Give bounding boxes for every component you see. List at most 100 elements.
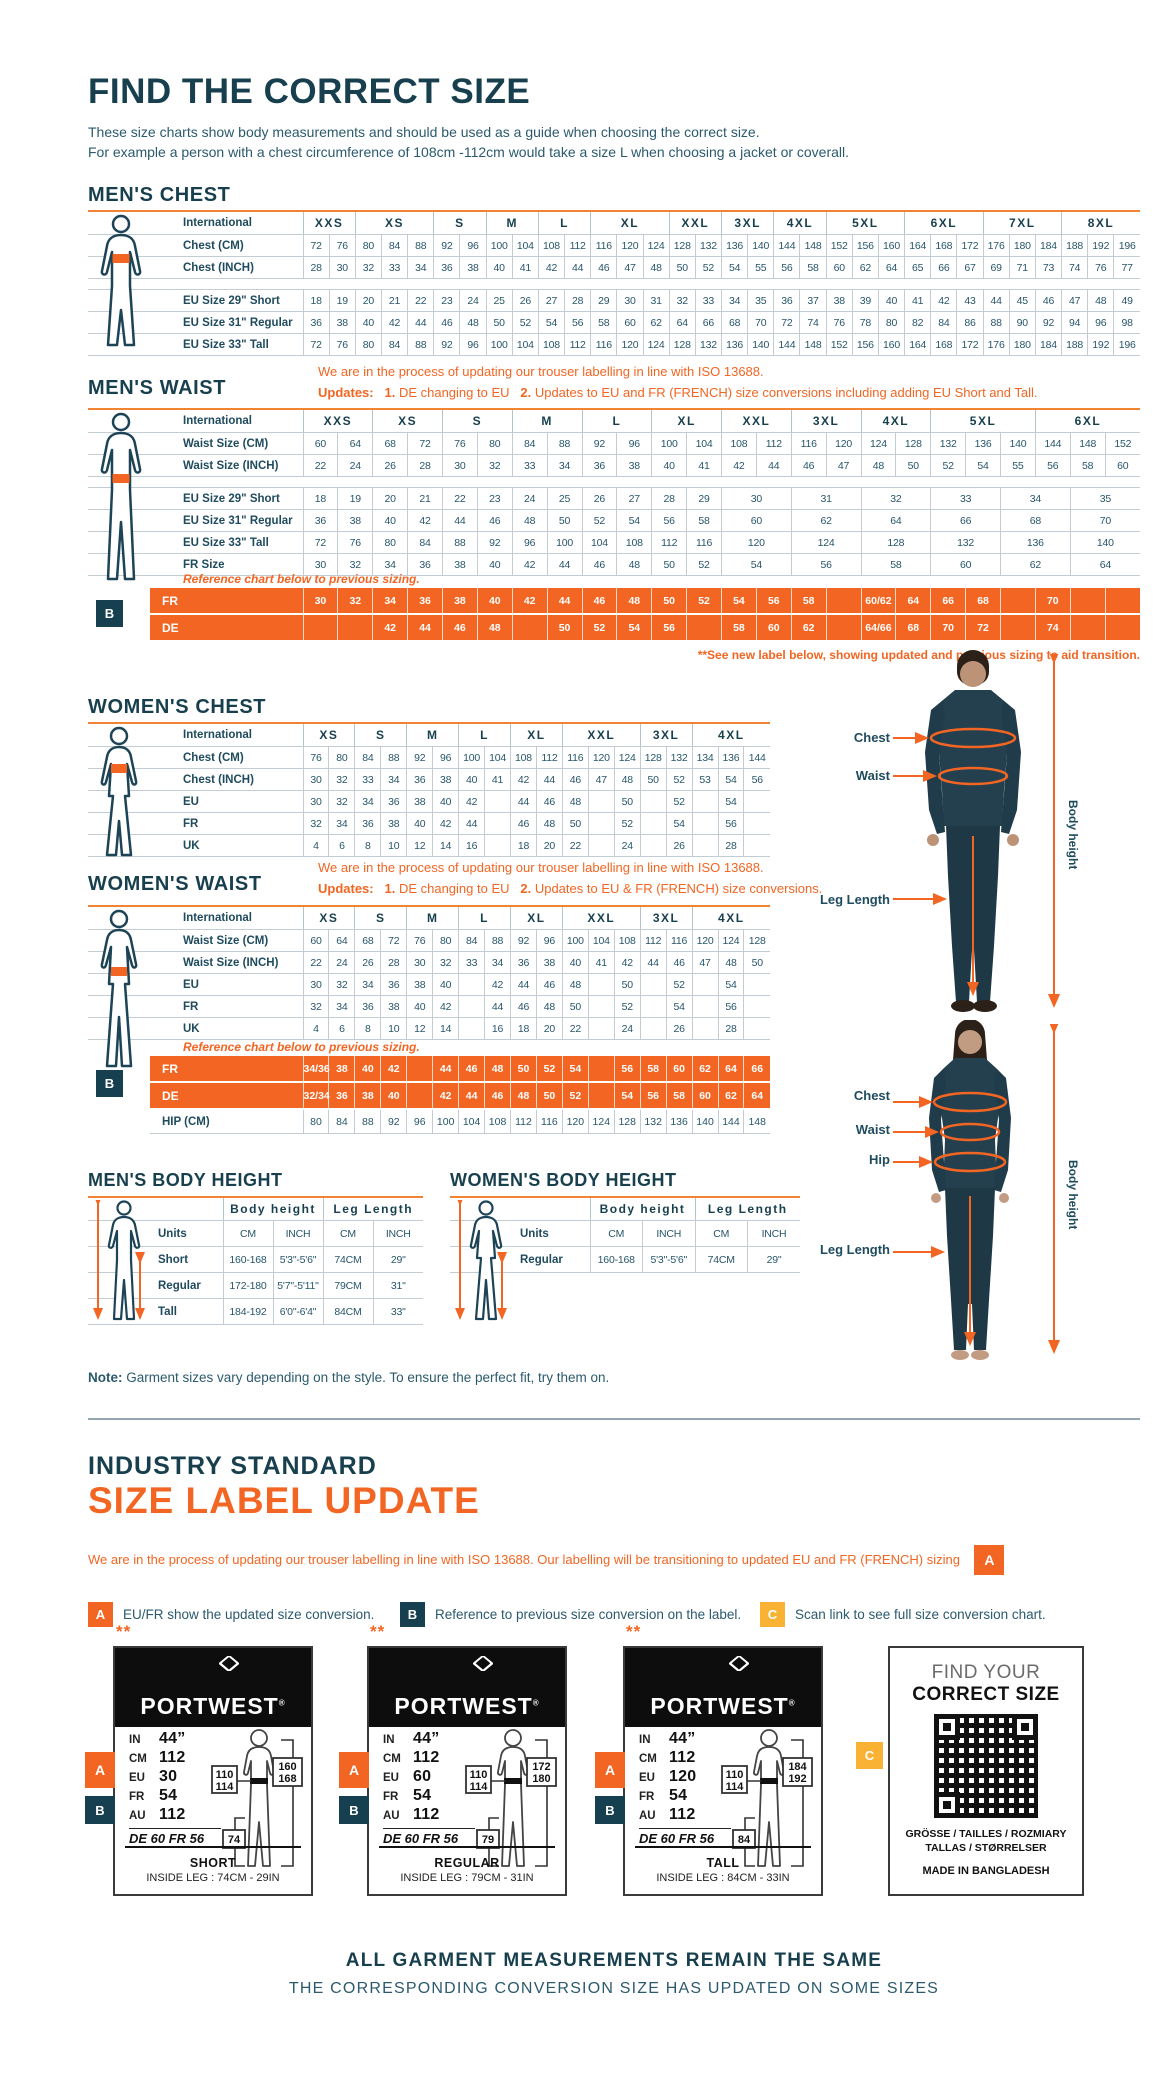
size-cell: 72 (773, 311, 800, 334)
size-cell: 47 (825, 454, 861, 477)
qr-finder-bl (934, 1792, 960, 1818)
orange-cell: 60 (691, 1082, 718, 1110)
orange-cell: 66 (930, 588, 966, 615)
orange-cell: 52 (686, 588, 722, 615)
qr-code[interactable] (934, 1714, 1038, 1818)
size-cell: 40 (458, 768, 485, 791)
spec-label: FR (129, 1791, 145, 1803)
size-cell: 38 (459, 256, 487, 279)
orange-row-label: FR (150, 1056, 303, 1083)
card-badge-a: A (595, 1752, 625, 1788)
size-group-L: L (458, 724, 511, 747)
size-cell: 86 (956, 311, 984, 334)
table-row: Waist Size (CM) 60 64 68 72 76 80 84 88 92 96 100 10… (88, 432, 1140, 455)
womens-waist-orange-rows: FR 34/36 38 40 42 44 46 48 50 52 54 56 58 60 62 64 66 DE 3… (150, 1056, 770, 1134)
hip-cell: 140 (691, 1109, 718, 1134)
orange-cell: 42 (432, 1082, 459, 1110)
spec-value: 112 (669, 1806, 696, 1823)
size-cell: 92 (510, 929, 537, 952)
spec-value: 54 (413, 1787, 432, 1804)
size-cell: 50 (613, 790, 641, 813)
size-cell: 34 (328, 812, 355, 835)
size-group-3XL: 3XL (639, 724, 693, 747)
size-cell: 42 (510, 768, 537, 791)
size-cell (484, 834, 511, 857)
spec-row: EU 60 (383, 1768, 475, 1787)
size-cell: 28 (651, 487, 687, 510)
size-cell: 152 (825, 234, 853, 257)
update1-text: DE changing to EU (398, 385, 510, 400)
header-label: International (88, 410, 303, 433)
womens-waist-note1: We are in the process of updating our tr… (318, 860, 764, 875)
size-cell: 44 (535, 768, 563, 791)
size-cell: 108 (613, 929, 641, 952)
previous-sizing-table: FR 30 32 34 36 38 40 42 44 46 48 50 52 54 56 58 60/62 64 6… (150, 588, 1140, 642)
size-cell: 48 (459, 311, 487, 334)
card-header: PORTWEST® (369, 1648, 565, 1727)
size-cell: 54 (537, 311, 565, 334)
mens-height-table: Body height Leg Length Units CM INCH CM INCH Sh… (88, 1196, 423, 1325)
spec-value: 30 (159, 1768, 178, 1785)
size-cell: 112 (535, 746, 563, 769)
size-cell: 62 (851, 256, 879, 279)
mens-waist-orange-rows: FR 30 32 34 36 38 40 42 44 46 48 50 52 54 56 58 60/62 64 6… (150, 588, 1140, 642)
size-cell: 120 (691, 929, 718, 952)
size-cell: 62 (642, 311, 670, 334)
size-cell: 38 (380, 995, 407, 1018)
orange-cell: 52 (535, 1056, 563, 1083)
size-cell: 148 (799, 333, 827, 356)
size-cell: 24 (613, 1017, 641, 1040)
size-cell: 72 (302, 234, 330, 257)
size-cell (587, 812, 615, 835)
size-cell: 116 (686, 531, 722, 554)
legend-a-text: EU/FR show the updated size conversion. (123, 1607, 375, 1622)
size-cell: 88 (484, 929, 511, 952)
size-cell: 104 (511, 234, 539, 257)
size-group-L: L (581, 410, 652, 433)
size-cell: CM (222, 1220, 273, 1247)
size-cell: 6'0"-6'4" (272, 1298, 323, 1325)
size-cell: 5'7"-5'11" (272, 1272, 323, 1299)
size-cell: 27 (616, 487, 652, 510)
card-rule (379, 1846, 555, 1848)
size-cell: 124 (613, 746, 641, 769)
row-label: EU Size 33" Tall (88, 333, 303, 356)
orange-cell (587, 1056, 615, 1083)
size-table: International XXS XS S M L XL XXL 3XL 4XL 5XL 6XL 7X… (88, 212, 1140, 356)
size-cell (458, 1017, 485, 1040)
card-badge-b: B (595, 1796, 625, 1824)
size-cell: 60 (721, 509, 792, 532)
size-cell: 48 (642, 256, 670, 279)
card-specs: IN 44” CM 112 EU 60 FR 54 AU 112 DE 60 FR 56 (383, 1730, 475, 1846)
size-cell: 19 (337, 487, 373, 510)
orange-cell: 56 (639, 1082, 667, 1110)
size-cell (639, 995, 667, 1018)
card-specs: IN 44” CM 112 EU 120 FR 54 AU 112 DE 60 FR 56 (639, 1730, 731, 1846)
orange-cell: 64 (743, 1082, 770, 1110)
size-cell: 38 (432, 768, 459, 791)
spacer-cell (88, 278, 1140, 290)
table-row: EU Size 31" Regular 36 38 40 42 44 46 48 50 52 54 5… (88, 509, 1140, 532)
size-group-Body height: Body height (589, 1198, 695, 1221)
spec-label: AU (639, 1810, 656, 1822)
size-cell: 64 (860, 509, 931, 532)
row-label: Chest (CM) (88, 746, 303, 769)
size-cell: 64 (328, 929, 355, 952)
orange-cell: 60/62 (860, 588, 896, 615)
section-divider (88, 1418, 1140, 1420)
size-cell: 104 (511, 333, 539, 356)
size-cell: 80 (328, 746, 355, 769)
orange-cell: 46 (484, 1082, 511, 1110)
size-cell: 30 (406, 951, 433, 974)
size-cell: 50 (639, 768, 667, 791)
table-row: EU Size 33" Tall 72 76 80 84 88 92 96 100 104 108 1… (88, 333, 1140, 356)
size-cell: 80 (372, 531, 408, 554)
size-cell: 38 (406, 790, 433, 813)
size-cell: 156 (851, 333, 879, 356)
size-cell: 30 (616, 289, 644, 312)
legend-a: A EU/FR show the updated size conversion… (88, 1602, 374, 1627)
size-cell: 77 (1113, 256, 1140, 279)
size-group-S: S (354, 724, 407, 747)
man-body-height-label: Body height (1066, 800, 1080, 870)
